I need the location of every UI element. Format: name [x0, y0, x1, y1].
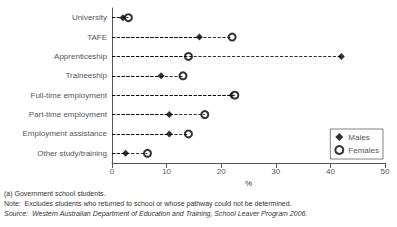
- svg-text:40: 40: [326, 167, 335, 176]
- svg-text:TAFE: TAFE: [87, 33, 107, 42]
- svg-text:30: 30: [271, 167, 280, 176]
- svg-text:Other study/training: Other study/training: [37, 149, 107, 158]
- svg-text:Source: Western Australian De: Source: Western Australian Department of…: [4, 210, 307, 218]
- svg-text:20: 20: [217, 167, 226, 176]
- svg-text:Females: Females: [348, 146, 379, 155]
- svg-text:0: 0: [110, 167, 115, 176]
- svg-text:(a) Government school students: (a) Government school students.: [4, 190, 106, 198]
- svg-text:Apprenticeship: Apprenticeship: [54, 52, 107, 61]
- svg-text:Traineeship: Traineeship: [65, 71, 107, 80]
- svg-text:University: University: [72, 13, 107, 22]
- svg-text:%: %: [245, 179, 252, 188]
- svg-text:10: 10: [162, 167, 171, 176]
- svg-text:50: 50: [381, 167, 390, 176]
- svg-text:Note: Excludes students who r: Note: Excludes students who returned to …: [4, 200, 292, 208]
- svg-text:Males: Males: [348, 133, 369, 142]
- svg-text:Part-time employment: Part-time employment: [29, 110, 108, 119]
- svg-text:Employment assistance: Employment assistance: [23, 129, 108, 138]
- svg-text:Full-time employment: Full-time employment: [31, 91, 108, 100]
